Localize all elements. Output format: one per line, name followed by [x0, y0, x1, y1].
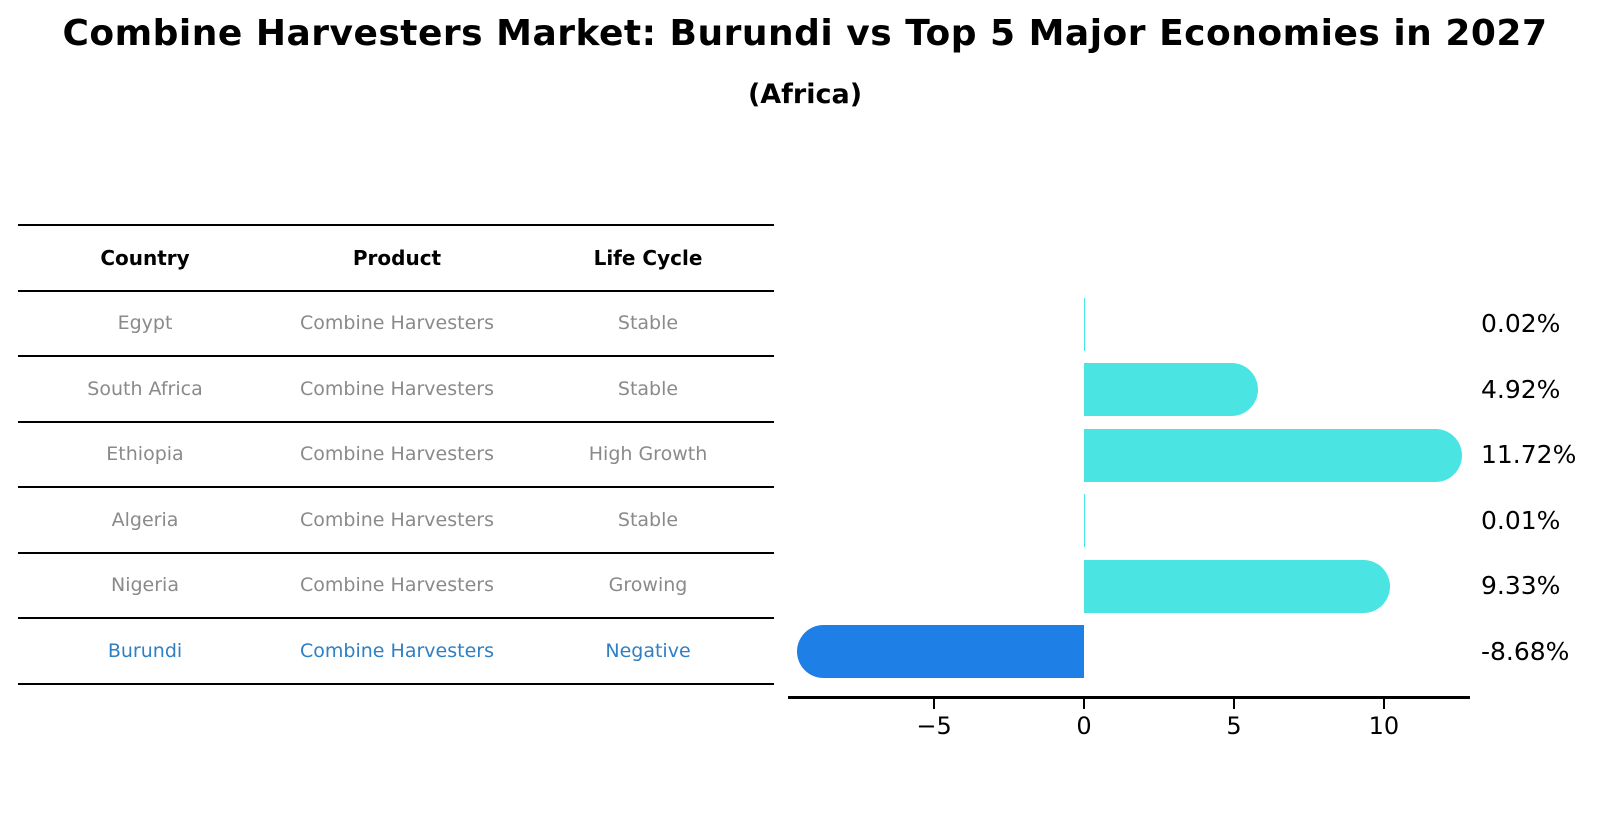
- cell-product: Combine Harvesters: [300, 377, 494, 400]
- cell-product: Combine Harvesters: [300, 639, 494, 662]
- cell-life-cycle: Stable: [617, 377, 679, 400]
- cell-life-cycle: Growing: [608, 574, 688, 597]
- table-row-ethiopia: Ethiopia Combine Harvesters High Growth: [18, 423, 774, 488]
- column-header-country: Country: [100, 245, 190, 270]
- chart-subtitle: (Africa): [747, 79, 863, 110]
- table-row-south-africa: South Africa Combine Harvesters Stable: [18, 357, 774, 423]
- cell-country: Burundi: [107, 639, 183, 662]
- cell-product: Combine Harvesters: [300, 508, 494, 531]
- cell-country: Egypt: [117, 312, 173, 335]
- value-label-burundi: -8.68%: [1481, 636, 1570, 666]
- column-header-product: Product: [352, 245, 442, 270]
- cell-life-cycle: High Growth: [588, 443, 708, 466]
- x-tick-5: [1232, 698, 1236, 709]
- table-row-burundi: Burundi Combine Harvesters Negative: [18, 619, 774, 685]
- cell-country: Algeria: [111, 508, 179, 531]
- cell-country: Nigeria: [111, 574, 179, 597]
- value-label-south-africa: 4.92%: [1481, 374, 1561, 404]
- cell-life-cycle: Negative: [605, 639, 691, 662]
- cell-product: Combine Harvesters: [300, 312, 494, 335]
- country-table: Country Product Life Cycle Egypt Combine Har…: [18, 224, 774, 685]
- x-tick-−5: [932, 698, 936, 709]
- column-header-life-cycle: Life Cycle: [593, 245, 703, 270]
- value-label-nigeria: 9.33%: [1481, 571, 1561, 601]
- value-label-egypt: 0.02%: [1481, 309, 1561, 339]
- value-label-algeria: 0.01%: [1481, 505, 1561, 535]
- cell-country: South Africa: [87, 377, 203, 400]
- x-axis: [788, 695, 1470, 699]
- x-tick-0: [1082, 698, 1086, 709]
- cell-product: Combine Harvesters: [300, 574, 494, 597]
- table-header-row: Country Product Life Cycle: [18, 226, 774, 292]
- x-tick-10: [1382, 698, 1386, 709]
- table-row-egypt: Egypt Combine Harvesters Stable: [18, 292, 774, 357]
- cell-country: Ethiopia: [106, 443, 184, 466]
- cell-product: Combine Harvesters: [300, 443, 494, 466]
- bar-ethiopia: [1084, 428, 1462, 482]
- x-tick-label-0: 0: [1076, 711, 1092, 740]
- bar-nigeria: [1084, 559, 1391, 613]
- cell-life-cycle: Stable: [617, 312, 679, 335]
- table-row-algeria: Algeria Combine Harvesters Stable: [18, 488, 774, 554]
- table-row-nigeria: Nigeria Combine Harvesters Growing: [18, 554, 774, 619]
- chart-title: Combine Harvesters Market: Burundi vs To…: [62, 13, 1548, 54]
- x-tick-label-10: 10: [1368, 711, 1400, 740]
- x-tick-label-5: 5: [1226, 711, 1242, 740]
- value-label-ethiopia: 11.72%: [1481, 440, 1577, 470]
- cell-life-cycle: Stable: [617, 508, 679, 531]
- bar-burundi: [797, 625, 1084, 679]
- bar-south-africa: [1084, 363, 1259, 417]
- x-tick-label-−5: −5: [916, 711, 952, 740]
- bar-egypt: [1084, 297, 1085, 351]
